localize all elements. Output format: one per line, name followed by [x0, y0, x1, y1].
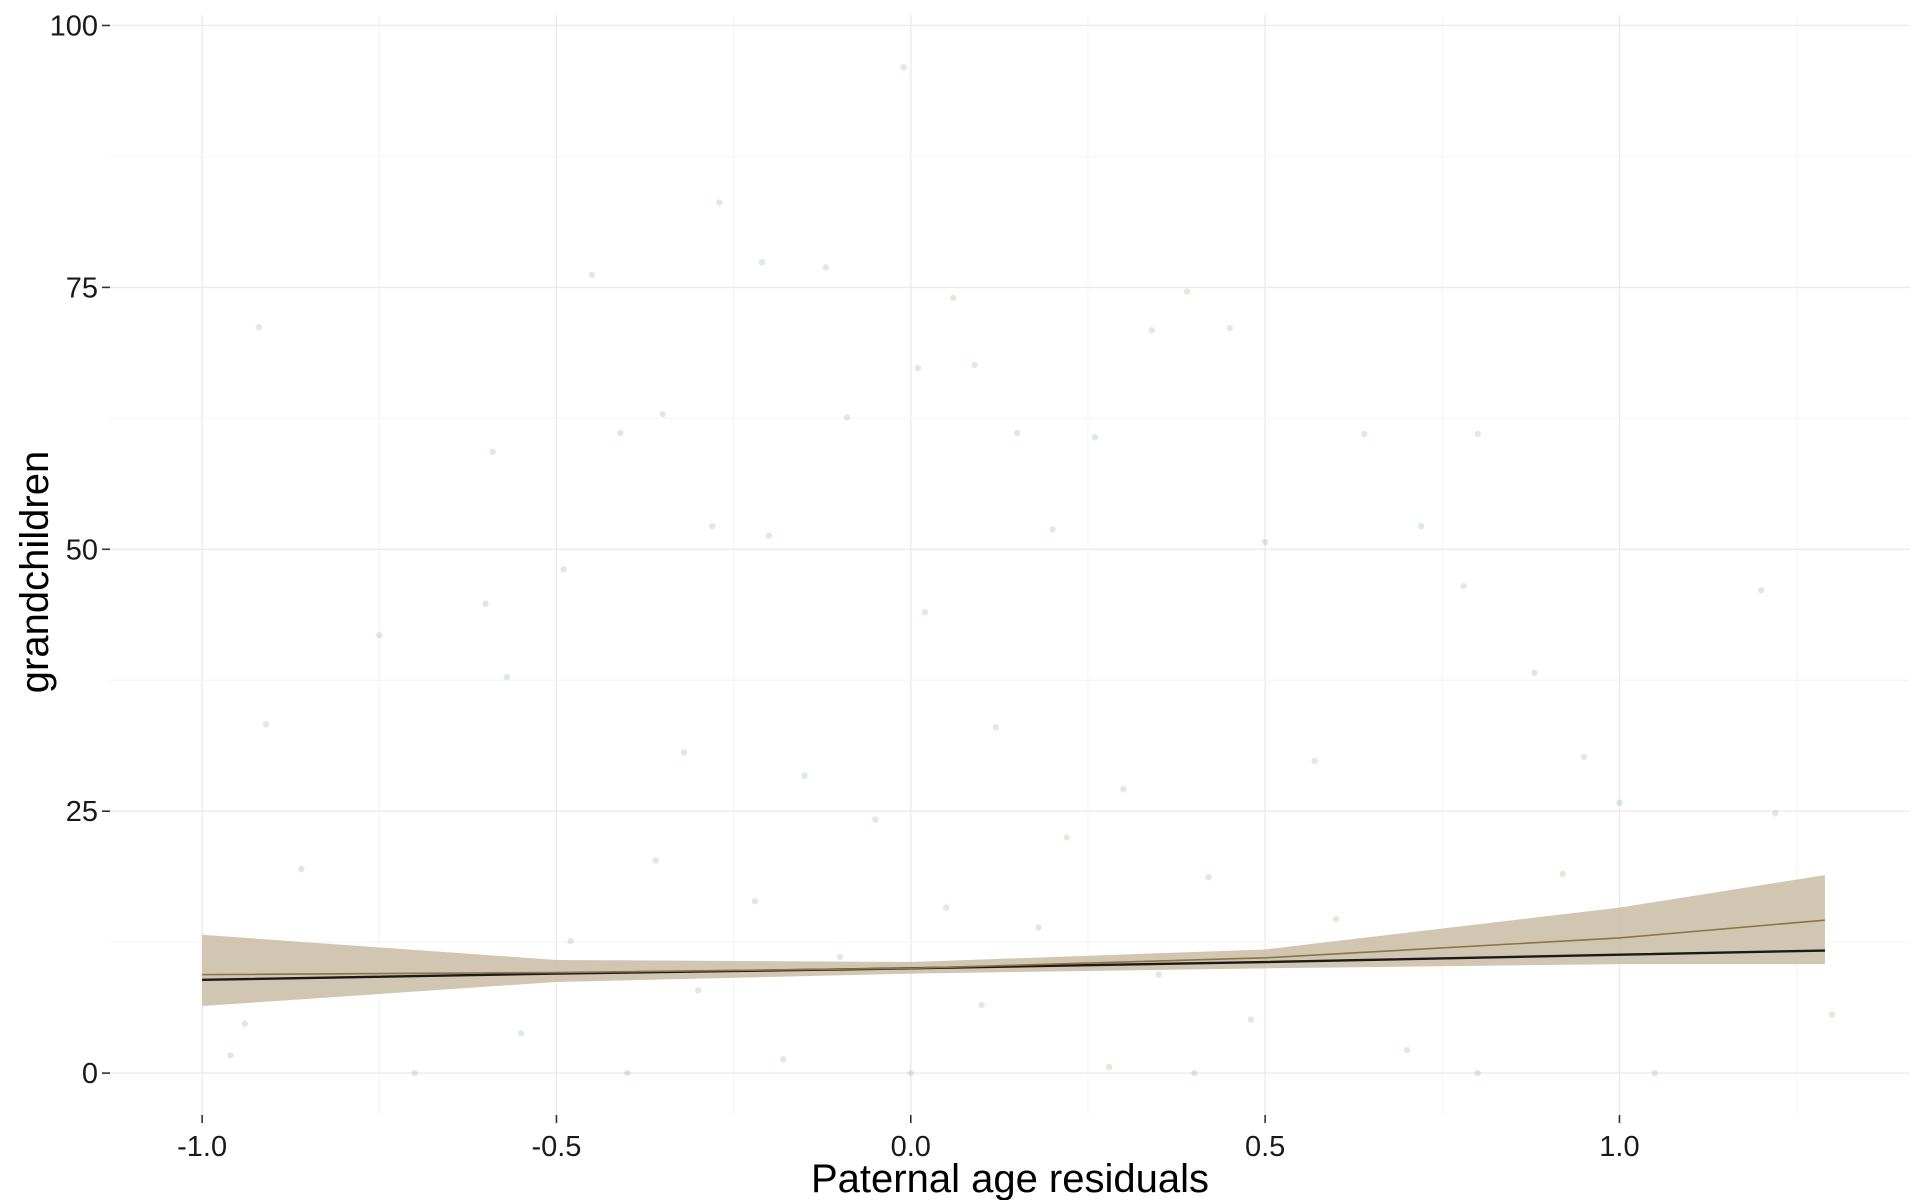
y-tick-label: 0: [82, 1058, 98, 1090]
data-point: [560, 565, 567, 573]
data-point: [1013, 429, 1021, 437]
data-point: [1531, 669, 1538, 677]
y-tick-label: 25: [66, 796, 98, 828]
data-point: [411, 1069, 418, 1077]
x-tick-label: -1.0: [177, 1131, 227, 1163]
x-tick-label: 0.0: [891, 1131, 931, 1163]
data-point: [950, 294, 957, 302]
data-point: [482, 600, 489, 607]
data-point: [489, 448, 496, 456]
data-point: [298, 865, 305, 873]
data-point: [751, 898, 759, 905]
data-point: [1049, 526, 1056, 533]
y-axis-title: grandchildren: [13, 451, 57, 693]
data-points: [227, 64, 1836, 1077]
data-point: [1460, 582, 1467, 590]
data-point: [617, 429, 624, 437]
data-point: [1148, 327, 1155, 334]
data-point: [376, 631, 383, 639]
data-point: [1205, 873, 1212, 881]
data-point: [517, 1030, 525, 1037]
data-point: [1580, 753, 1588, 760]
data-point: [1191, 1069, 1198, 1077]
data-point: [872, 816, 879, 823]
data-point: [978, 1001, 985, 1009]
data-point: [652, 857, 659, 864]
data-point: [992, 724, 1000, 731]
data-point: [659, 410, 666, 418]
data-point: [758, 259, 766, 266]
x-tick-label: 1.0: [1599, 1131, 1639, 1163]
data-point: [1183, 288, 1191, 295]
y-tick-label: 50: [66, 534, 98, 566]
data-point: [1757, 586, 1765, 594]
data-point: [907, 1069, 914, 1077]
data-point: [709, 523, 716, 530]
data-point: [1651, 1069, 1659, 1077]
data-point: [780, 1056, 787, 1063]
data-point: [765, 532, 773, 539]
data-point: [914, 364, 922, 372]
data-point: [1474, 1069, 1481, 1077]
data-point: [503, 673, 511, 681]
data-point: [1772, 810, 1779, 817]
data-point: [241, 1020, 248, 1028]
fit-line-2: [202, 919, 1826, 976]
y-tick-label: 75: [66, 272, 98, 304]
data-point: [1106, 1063, 1113, 1071]
data-point: [1035, 924, 1042, 931]
data-point: [801, 772, 808, 779]
x-axis-title: Paternal age residuals: [811, 1157, 1209, 1200]
data-point: [255, 323, 263, 331]
data-point: [1332, 915, 1340, 923]
data-point: [1616, 799, 1623, 807]
data-point: [680, 749, 688, 756]
data-point: [843, 414, 851, 421]
data-point: [822, 264, 829, 271]
data-point: [921, 608, 929, 616]
data-point: [1828, 1011, 1836, 1018]
data-point: [1559, 870, 1566, 878]
data-point: [1261, 538, 1269, 546]
data-point: [971, 361, 978, 369]
x-tick-label: -0.5: [531, 1131, 581, 1163]
data-point: [1063, 834, 1070, 841]
data-point: [262, 721, 270, 728]
x-tick-label: 0.5: [1245, 1131, 1285, 1163]
data-point: [624, 1069, 631, 1077]
fit-line-1: [202, 949, 1825, 982]
data-point: [227, 1052, 234, 1059]
data-point: [836, 953, 844, 961]
data-point: [588, 271, 596, 279]
data-point: [1091, 433, 1099, 441]
data-point: [1474, 430, 1481, 438]
data-point: [900, 64, 907, 71]
data-point: [1417, 523, 1425, 530]
data-point: [1403, 1046, 1411, 1054]
data-point: [1120, 785, 1127, 793]
axes: -1.0 -0.5 0.0 0.5 1.0 0 25 50 75 100: [50, 10, 1640, 1163]
data-point: [1226, 325, 1233, 332]
data-point: [943, 904, 950, 911]
y-tick-label: 100: [50, 10, 98, 42]
data-point: [716, 199, 723, 206]
data-point: [1311, 757, 1318, 765]
grid: [110, 15, 1910, 1115]
fit-lines: [202, 919, 1826, 982]
data-point: [1361, 430, 1368, 438]
data-point: [567, 937, 574, 945]
data-point: [1247, 1016, 1255, 1023]
data-point: [694, 987, 702, 994]
data-point: [1155, 971, 1163, 978]
